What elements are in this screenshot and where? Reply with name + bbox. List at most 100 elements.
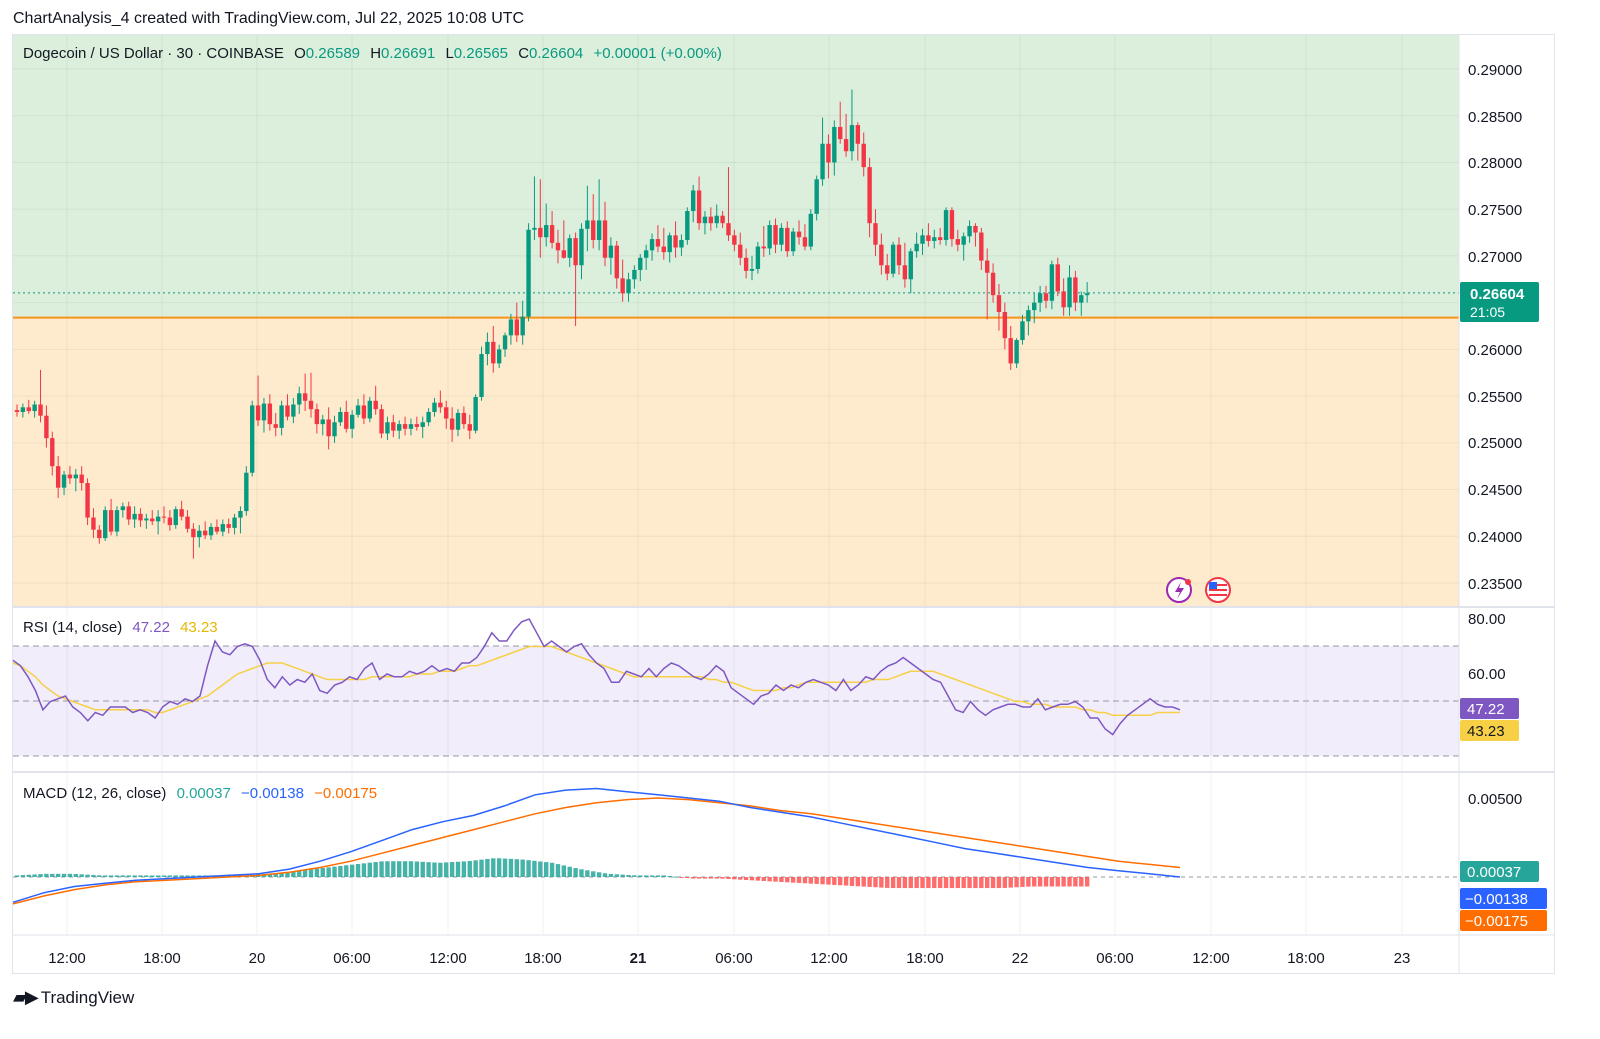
candle-body xyxy=(308,400,314,410)
candle-body xyxy=(708,216,714,224)
candle-body xyxy=(161,516,167,518)
candle-body xyxy=(197,530,202,538)
candle-body xyxy=(626,279,631,294)
macd-axis[interactable]: 0.00500 xyxy=(1468,791,1522,808)
candle-body xyxy=(873,223,878,245)
macd-hist-bar xyxy=(602,873,608,877)
macd-hist-bar xyxy=(679,877,684,878)
time-tick: 21 xyxy=(630,950,647,967)
candle-body xyxy=(838,126,843,140)
candle-body xyxy=(191,528,196,538)
candle-body xyxy=(885,265,890,274)
macd-hist-bar xyxy=(649,875,655,877)
candle-body xyxy=(167,517,173,526)
macd-signal-value: −0.00175 xyxy=(314,785,378,802)
macd-hist-bar xyxy=(714,877,719,879)
time-axis[interactable]: 12:00 18:00 20 06:00 12:00 18:00 21 06:0… xyxy=(48,950,1410,967)
candle-body xyxy=(67,474,73,479)
macd-hist-bar xyxy=(561,865,567,877)
macd-hist-bar xyxy=(620,874,625,877)
candle-body xyxy=(602,220,608,258)
candle-body xyxy=(250,405,255,473)
time-tick: 23 xyxy=(1394,950,1411,967)
candle-body xyxy=(732,235,737,245)
macd-hist-bar xyxy=(14,875,20,877)
chart-caption: ChartAnalysis_4 created with TradingView… xyxy=(13,10,525,27)
macd-hist-bar xyxy=(67,873,73,877)
candle-body xyxy=(50,438,55,467)
candle-body xyxy=(132,513,137,520)
macd-hist-bar xyxy=(191,875,196,877)
candle-body xyxy=(232,517,237,528)
candle-body xyxy=(61,474,67,488)
candle-body xyxy=(379,409,384,434)
candle-body xyxy=(926,235,931,241)
candle-body xyxy=(832,126,837,163)
candle-body xyxy=(943,210,949,241)
candle-body xyxy=(914,243,919,252)
macd-hist-bar xyxy=(979,877,984,889)
us-flag-event-icon[interactable] xyxy=(1205,577,1231,603)
candle-body xyxy=(455,412,461,430)
macd-hist-bar xyxy=(491,858,496,877)
candle-body xyxy=(297,393,302,405)
macd-hist-bar xyxy=(538,861,543,877)
macd-hist-bar xyxy=(885,877,890,888)
lightning-event-icon[interactable] xyxy=(1166,577,1192,603)
candle-body xyxy=(155,516,161,522)
candle-body xyxy=(44,415,49,439)
macd-hist-bar xyxy=(1049,877,1055,887)
main-legend[interactable]: Dogecoin / US Dollar · 30 · COINBASE O0.… xyxy=(23,45,722,62)
macd-hist-bar xyxy=(985,877,990,889)
candle-body xyxy=(144,518,149,521)
macd-hist-bar xyxy=(743,877,749,880)
candle-body xyxy=(208,526,214,536)
candle-body xyxy=(890,244,896,274)
candle-body xyxy=(491,341,496,364)
rsi-legend[interactable]: RSI (14, close) 47.22 43.23 xyxy=(23,619,224,636)
tradingview-brand[interactable]: ▰▶ TradingView xyxy=(13,987,134,1008)
macd-hist-bar xyxy=(755,877,761,881)
macd-hist-bar xyxy=(185,875,190,877)
candle-body xyxy=(273,424,278,428)
macd-hist-bar xyxy=(44,873,49,877)
candle-body xyxy=(338,411,343,423)
price-axis[interactable]: 0.29000 0.28500 0.28000 0.27500 0.27000 … xyxy=(1468,62,1522,593)
candle-body xyxy=(267,403,273,425)
candle-body xyxy=(955,239,960,245)
candle-body xyxy=(202,530,208,536)
macd-hist-bar xyxy=(61,873,67,877)
rsi-ma-value: 43.23 xyxy=(180,619,218,636)
candle-body xyxy=(685,211,690,241)
bar-countdown: 21:05 xyxy=(1470,304,1505,320)
time-tick: 18:00 xyxy=(906,950,944,967)
macd-hist-bar xyxy=(849,877,855,886)
candle-body xyxy=(667,235,672,253)
rsi-value: 47.22 xyxy=(132,619,170,636)
candle-body xyxy=(979,232,984,261)
macd-hist-bar xyxy=(926,877,931,889)
macd-signal-line xyxy=(12,797,1181,905)
macd-hist-bar xyxy=(473,860,478,877)
macd-hist-bar xyxy=(297,870,302,877)
macd-hist-bar xyxy=(173,875,178,877)
macd-hist-bar xyxy=(526,860,531,877)
candle-body xyxy=(761,246,766,249)
candle-body xyxy=(108,510,114,532)
macd-hist-bar xyxy=(996,877,1002,889)
candle-body xyxy=(1084,293,1090,296)
macd-hist-bar xyxy=(796,877,802,883)
macd-hist-bar xyxy=(167,875,173,877)
symbol-title: Dogecoin / US Dollar · 30 · COINBASE xyxy=(23,45,284,62)
macd-hist-bar xyxy=(614,874,619,877)
candle-body xyxy=(526,229,531,317)
time-tick: 12:00 xyxy=(1192,950,1230,967)
macd-hist-bar xyxy=(291,871,296,877)
macd-hist-bar xyxy=(461,861,467,877)
time-tick: 12:00 xyxy=(48,950,86,967)
rsi-axis[interactable]: 80.00 60.00 xyxy=(1468,611,1506,683)
macd-hist-bar xyxy=(544,862,549,877)
candle-body xyxy=(1043,293,1049,301)
macd-legend[interactable]: MACD (12, 26, close) 0.00037 −0.00138 −0… xyxy=(23,785,383,802)
